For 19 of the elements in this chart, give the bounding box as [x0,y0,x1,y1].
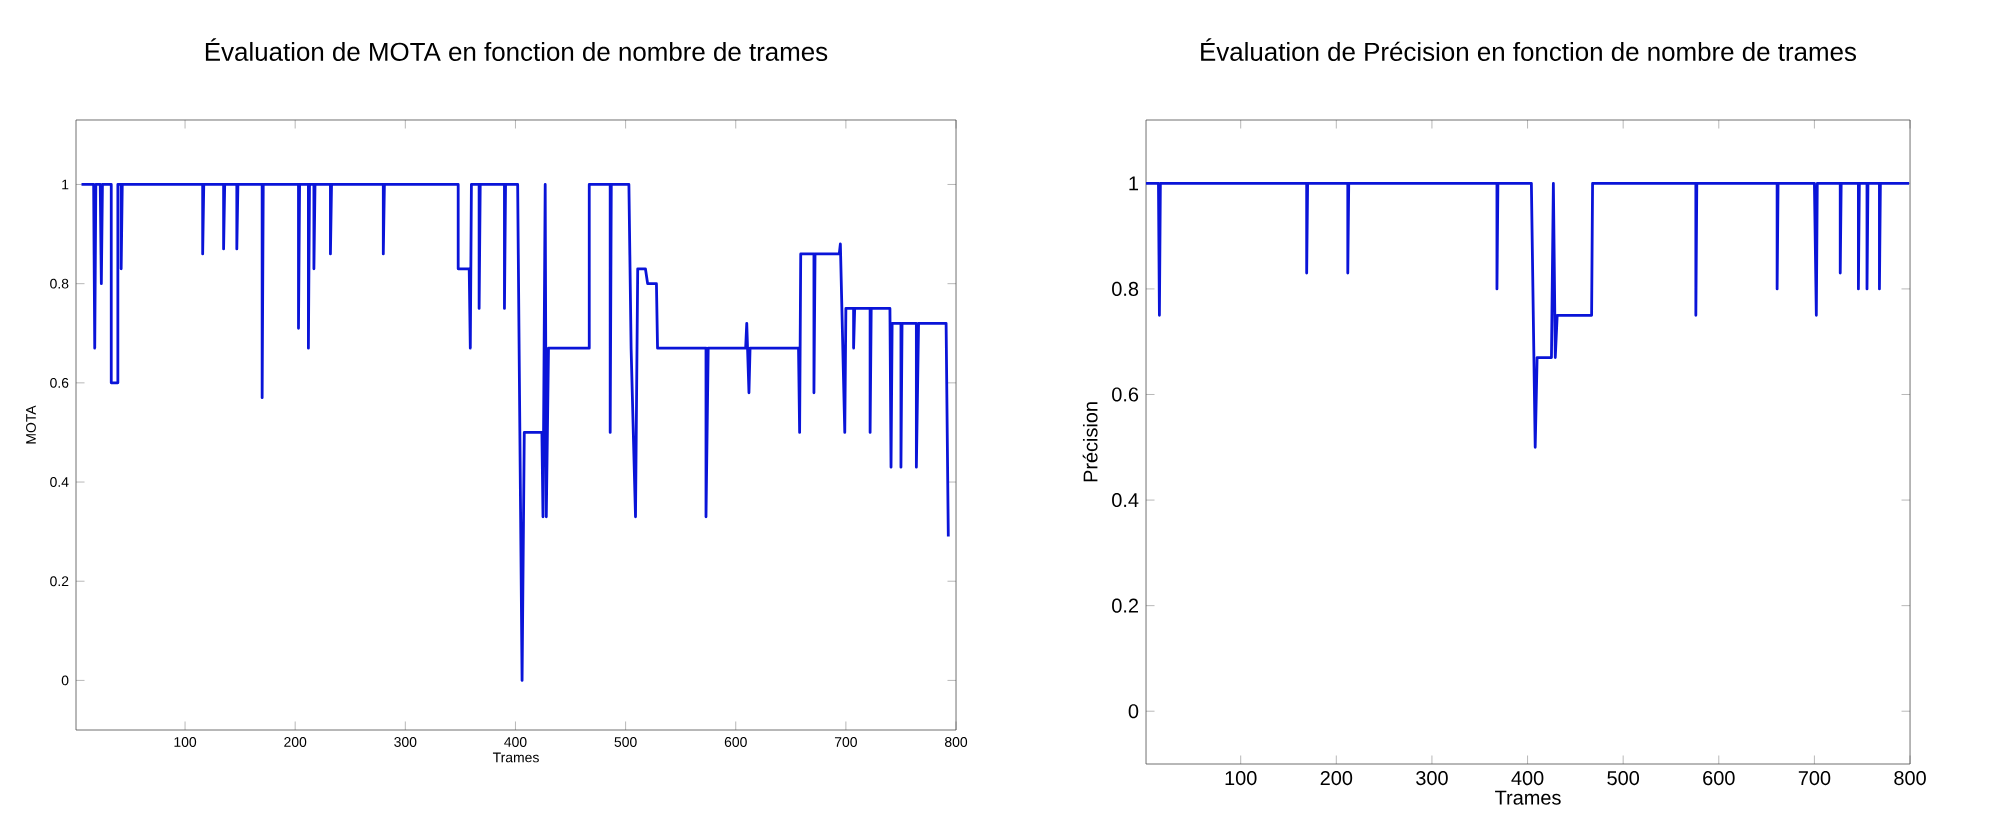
y-axis-title: Précision [1082,402,1098,482]
x-tick-label: 500 [1607,771,1640,786]
y-tick-label: 0.8 [1112,281,1139,296]
x-tick-label: 800 [1894,771,1926,786]
chart-title: Évaluation de Précision en fonction de nombre de trames [1201,38,1856,61]
x-tick-label: 700 [1798,771,1831,786]
y-tick-label: 0 [1128,704,1139,719]
x-tick-label: 300 [1416,771,1448,786]
y-tick-label: 0.2 [1112,598,1138,613]
x-axis-title: Trames [1495,790,1561,805]
x-tick-label: 100 [1225,771,1257,786]
line-series [1146,181,1911,449]
x-tick-label: 600 [1703,771,1735,786]
y-tick-label: 0.4 [1112,493,1139,508]
x-tick-label: 400 [1511,771,1544,786]
x-tick-label: 200 [1320,771,1353,786]
y-tick-label: 0.6 [1112,387,1139,402]
chart-title: Évaluation de MOTA en fonction de nombre de trames [205,38,828,61]
y-tick-label: 1 [1129,176,1139,191]
